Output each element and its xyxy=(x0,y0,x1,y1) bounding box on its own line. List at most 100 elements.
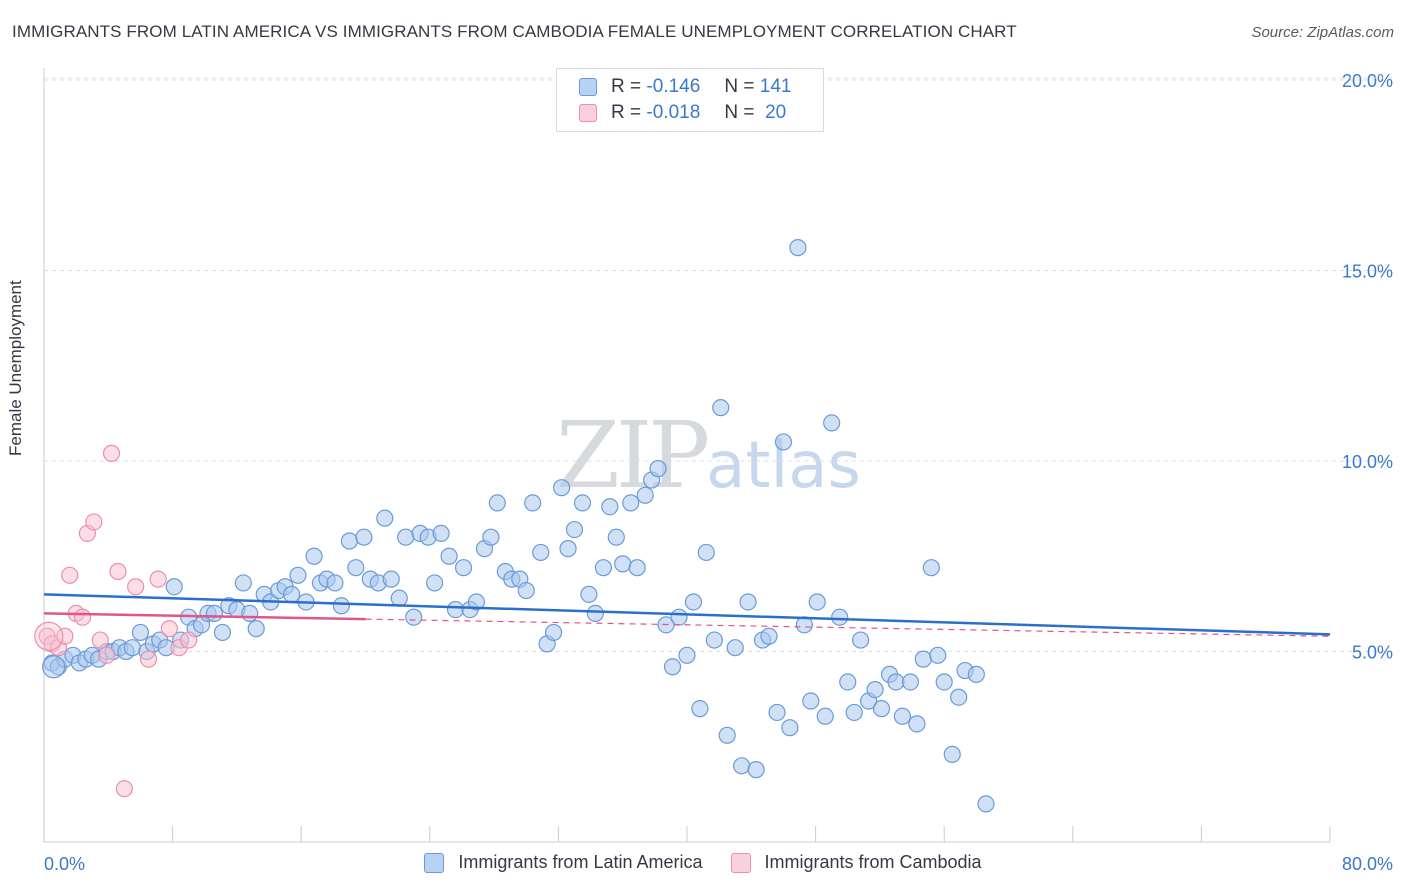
latin-america-point xyxy=(42,655,66,679)
cambodia-point xyxy=(127,578,145,596)
latin-america-point xyxy=(922,559,940,577)
latin-america-point xyxy=(524,494,542,512)
latin-america-point xyxy=(705,631,723,649)
latin-america-point xyxy=(670,608,688,626)
chart-title: IMMIGRANTS FROM LATIN AMERICA VS IMMIGRA… xyxy=(12,22,1017,41)
latin-america-point xyxy=(866,680,884,699)
latin-america-point xyxy=(454,559,473,577)
latin-america-point xyxy=(482,528,500,546)
latin-america-point xyxy=(845,703,863,722)
latin-america-point xyxy=(636,486,654,504)
legend-label-cambodia: Immigrants from Cambodia xyxy=(764,852,982,872)
latin-america-point xyxy=(446,600,465,619)
n-value: 141 xyxy=(759,76,792,97)
latin-america-point xyxy=(622,494,640,512)
latin-america-point xyxy=(887,673,905,691)
r-value: -0.146 xyxy=(646,76,701,97)
latin-america-point xyxy=(943,745,961,763)
r-value: -0.018 xyxy=(646,102,701,123)
watermark-zip: ZIP xyxy=(556,402,710,509)
stats-legend-row-cambodia: R = -0.018 N = 20 xyxy=(579,102,786,124)
latin-america-point xyxy=(580,585,598,603)
latin-america-point xyxy=(405,608,423,626)
cambodia-point xyxy=(180,631,198,649)
latin-america-point xyxy=(726,639,744,657)
latin-america-point xyxy=(131,623,150,642)
latin-america-point xyxy=(382,570,400,588)
latin-america-point xyxy=(282,585,301,603)
latin-america-point xyxy=(914,650,932,668)
cambodia-trend-extension xyxy=(365,618,1331,637)
cambodia-point xyxy=(139,650,158,668)
chart-source: Source: ZipAtlas.com xyxy=(1251,24,1394,41)
latin-america-point xyxy=(718,726,736,744)
latin-america-point xyxy=(332,597,350,615)
r-label: R = xyxy=(611,102,642,123)
watermark: ZIPatlas xyxy=(556,402,861,509)
cambodia-point xyxy=(91,631,109,649)
latin-america-point xyxy=(305,547,323,565)
latin-america-point xyxy=(347,559,365,577)
cambodia-point xyxy=(102,444,121,462)
latin-america-point xyxy=(747,761,765,779)
cambodia-point xyxy=(85,513,103,531)
y-tick-label: 20.0% xyxy=(1342,71,1393,91)
cambodia-point xyxy=(34,621,64,651)
cambodia-point xyxy=(73,608,92,626)
x-tick-label: 0.0% xyxy=(44,854,85,874)
latin-america-point xyxy=(967,665,985,683)
latin-america-point xyxy=(781,719,799,737)
latin-america-point xyxy=(289,566,307,584)
latin-america-point xyxy=(663,658,682,676)
latin-america-point xyxy=(649,460,667,478)
latin-america-point xyxy=(426,574,444,592)
latin-america-point xyxy=(594,559,613,577)
latin-america-point xyxy=(234,574,252,592)
latin-america-point xyxy=(376,509,394,527)
latin-america-point xyxy=(816,707,834,725)
latin-america-point xyxy=(326,574,344,592)
latin-america-point xyxy=(839,673,857,691)
latin-america-point xyxy=(901,673,920,691)
latin-america-point xyxy=(823,414,841,432)
latin-america-point xyxy=(553,479,571,497)
stats-legend: R = -0.146 N = 141 R = -0.018 N = 20 xyxy=(556,68,824,132)
latin-america-point xyxy=(165,578,183,596)
latin-america-point xyxy=(586,604,604,623)
latin-america-point xyxy=(614,555,632,573)
latin-america-point xyxy=(559,540,577,558)
latin-america-point xyxy=(390,589,408,607)
cambodia-point xyxy=(61,566,79,584)
latin-america-point xyxy=(802,692,820,710)
latin-america-point xyxy=(607,528,625,546)
cambodia-point xyxy=(149,570,167,588)
latin-america-point xyxy=(241,604,259,623)
latin-america-point xyxy=(397,528,415,546)
y-tick-label: 15.0% xyxy=(1342,262,1393,282)
latin-america-point xyxy=(733,757,751,775)
latin-america-swatch xyxy=(579,78,597,96)
latin-america-point xyxy=(488,494,506,512)
latin-america-point xyxy=(774,433,793,451)
latin-america-point xyxy=(977,795,995,813)
latin-america-trend-line xyxy=(43,593,1331,636)
latin-america-point xyxy=(532,543,550,562)
latin-america-point xyxy=(768,703,786,722)
latin-america-point xyxy=(573,494,592,512)
stats-legend-row-latin-america: R = -0.146 N = 141 xyxy=(579,76,791,98)
latin-america-point xyxy=(950,688,968,706)
legend-label-latin-america: Immigrants from Latin America xyxy=(458,852,703,872)
latin-america-point xyxy=(544,623,563,642)
y-tick-label: 5.0% xyxy=(1352,643,1393,663)
cambodia-legend-swatch xyxy=(730,852,751,873)
latin-america-point xyxy=(697,543,715,562)
latin-america-point xyxy=(935,673,953,691)
series-legend: Immigrants from Latin America Immigrants… xyxy=(0,852,1406,873)
latin-america-point xyxy=(831,608,849,626)
latin-america-point xyxy=(355,528,373,546)
latin-america-point xyxy=(467,593,486,611)
latin-america-point xyxy=(205,604,223,623)
latin-america-point xyxy=(893,707,912,725)
latin-america-point xyxy=(808,593,826,611)
latin-america-point xyxy=(440,547,458,565)
